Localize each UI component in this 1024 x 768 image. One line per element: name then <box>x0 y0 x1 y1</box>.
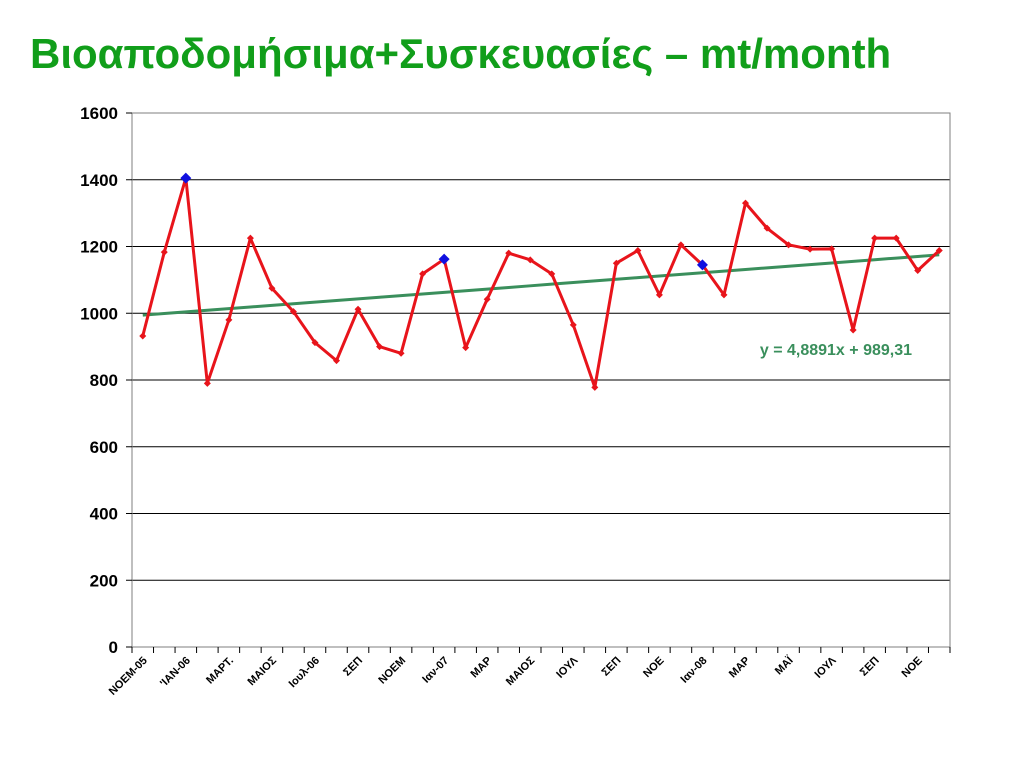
data-point <box>914 267 922 275</box>
data-point <box>160 248 168 256</box>
slide-title: Βιοαποδομήσιμα+Συσκευασίες – mt/month <box>30 30 892 77</box>
y-tick-label: 0 <box>109 638 118 657</box>
x-tick-label: ΜΑΙΟΣ <box>504 654 538 688</box>
y-tick-label: 200 <box>90 571 118 590</box>
data-point <box>376 343 384 351</box>
x-tick-label: ΝΟΕ <box>641 655 666 680</box>
data-point <box>268 284 276 292</box>
data-point <box>806 245 814 253</box>
x-tick-label: ΜΑΡ <box>469 655 495 681</box>
series-group <box>139 172 943 391</box>
data-point <box>785 241 793 249</box>
data-point <box>203 379 211 387</box>
x-tick-label: 'IAN-06 <box>158 655 193 690</box>
x-tick-label: ΙΟΥΛ <box>813 654 840 681</box>
data-point <box>139 332 147 340</box>
data-point <box>548 270 556 278</box>
data-point <box>225 316 233 324</box>
x-tick-label: ΜΑΡ <box>727 655 753 681</box>
data-point <box>483 295 491 303</box>
x-tick-label: ΜΑΙΟΣ <box>246 654 280 688</box>
x-tick-label: Ιουλ-06 <box>287 655 322 690</box>
trendline-equation: y = 4,8891x + 989,31 <box>760 342 912 359</box>
y-tick-label: 1200 <box>80 238 118 257</box>
trendline <box>142 253 940 317</box>
y-tick-label: 1000 <box>80 304 118 323</box>
x-tick-label: ΜΑΡΤ. <box>204 655 236 687</box>
trendline-group <box>142 253 940 317</box>
x-tick-label: ΣΕΠ <box>858 655 882 679</box>
data-point <box>246 234 254 242</box>
highlighted-data-point <box>696 259 708 271</box>
x-tick-label: ΙΟΥΛ <box>554 654 581 681</box>
x-tick-label: ΣΕΠ <box>341 655 365 679</box>
y-tick-label: 600 <box>90 438 118 457</box>
x-tick-label: NOEM-05 <box>107 655 150 698</box>
y-tick-label: 1400 <box>80 171 118 190</box>
series-line <box>141 176 941 389</box>
data-point <box>655 291 663 299</box>
x-tick-label: ΝΟΕ <box>899 655 924 680</box>
data-point <box>333 357 340 365</box>
data-point <box>569 321 577 329</box>
y-tick-label: 400 <box>90 505 118 524</box>
x-tick-label: ΝΟΕΜ <box>376 655 408 687</box>
y-tick-label: 800 <box>90 371 118 390</box>
grid-lines <box>132 112 950 648</box>
data-point <box>419 270 427 278</box>
highlighted-data-point <box>180 172 192 184</box>
data-point <box>871 234 879 242</box>
y-axis-ticks: 0 200 400 600 800 1000 1200 1400 1600 <box>80 104 132 657</box>
x-tick-label: ΜΑΪ <box>772 653 796 677</box>
data-point <box>742 199 749 207</box>
data-point <box>526 256 534 264</box>
x-axis-ticks: NOEM-05 'IAN-06 ΜΑΡΤ. ΜΑΙΟΣ Ιουλ-06 ΣΕΠ ΝΟΕΜ Ια… <box>107 647 951 698</box>
data-point <box>591 383 599 391</box>
y-tick-label: 1600 <box>80 104 118 123</box>
highlighted-data-point <box>438 253 450 265</box>
data-point <box>763 224 771 232</box>
data-point <box>634 247 642 255</box>
data-point <box>828 245 836 253</box>
x-tick-label: ΣΕΠ <box>599 655 623 679</box>
data-point <box>892 234 900 242</box>
data-point <box>720 291 728 299</box>
data-point <box>849 326 857 334</box>
data-point <box>935 247 943 255</box>
data-point <box>354 305 362 313</box>
data-point <box>612 259 620 267</box>
x-tick-label: Ιαν-08 <box>679 655 710 686</box>
x-tick-label: Ιαν-07 <box>420 655 451 686</box>
data-point <box>677 241 685 249</box>
data-point <box>289 308 297 316</box>
data-point <box>505 249 513 257</box>
data-point <box>397 349 405 357</box>
data-point <box>462 344 470 352</box>
data-point <box>311 339 319 347</box>
